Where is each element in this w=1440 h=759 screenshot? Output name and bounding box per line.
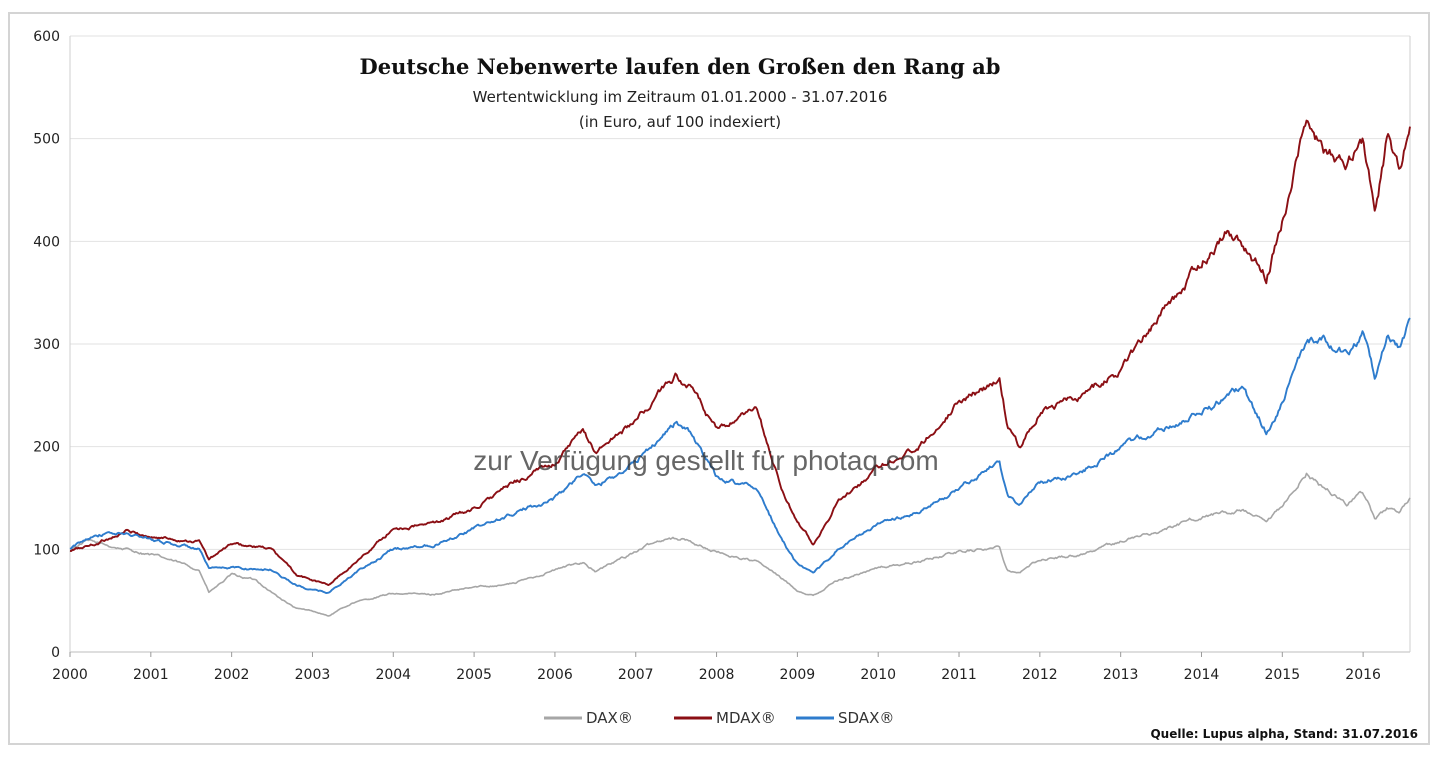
chart-title: Deutsche Nebenwerte laufen den Großen de… <box>360 54 1001 79</box>
x-tick-label: 2015 <box>1264 667 1300 683</box>
x-tick-label: 2007 <box>618 667 654 683</box>
x-tick-label: 2012 <box>1022 667 1058 683</box>
legend: DAX® MDAX® SDAX® <box>544 709 894 727</box>
series-line-sdax <box>69 317 1411 594</box>
x-tick-label: 2009 <box>780 667 816 683</box>
x-tick-label: 2006 <box>537 667 573 683</box>
legend-label: SDAX® <box>838 709 894 727</box>
y-tick-label: 300 <box>33 337 60 353</box>
x-tick-label: 2010 <box>860 667 896 683</box>
x-tick-label: 2011 <box>941 667 977 683</box>
y-axis-ticks: 0 100 200 300 400 500 600 <box>33 29 60 661</box>
series-line-mdax <box>69 119 1411 587</box>
watermark-text: zur Verfügung gestellt für photaq.com <box>473 445 938 476</box>
chart-subtitle: Wertentwicklung im Zeitraum 01.01.2000 -… <box>473 88 888 106</box>
legend-label: DAX® <box>586 709 633 727</box>
x-tick-label: 2004 <box>375 667 411 683</box>
y-tick-label: 400 <box>33 234 60 250</box>
chart-subtitle-units: (in Euro, auf 100 indexiert) <box>579 113 781 131</box>
series-line-dax <box>69 472 1411 617</box>
y-tick-label: 0 <box>51 645 60 661</box>
y-tick-label: 500 <box>33 132 60 148</box>
x-axis-ticks: 2000 2001 2002 2003 2004 2005 2006 2007 2008 2009… <box>52 652 1381 683</box>
x-tick-label: 2016 <box>1345 667 1381 683</box>
y-tick-label: 600 <box>33 29 60 45</box>
x-tick-label: 2002 <box>214 667 250 683</box>
grid-lines <box>69 35 1411 653</box>
x-tick-label: 2000 <box>52 667 88 683</box>
x-tick-label: 2003 <box>295 667 331 683</box>
x-tick-label: 2005 <box>456 667 492 683</box>
x-tick-label: 2014 <box>1184 667 1220 683</box>
chart-frame: 0 100 200 300 400 500 600 2000 2001 2002 2003 2004… <box>8 12 1430 745</box>
series-group <box>69 119 1411 617</box>
source-note: Quelle: Lupus alpha, Stand: 31.07.2016 <box>1150 727 1418 741</box>
y-tick-label: 100 <box>33 542 60 558</box>
x-tick-label: 2008 <box>699 667 735 683</box>
line-chart: 0 100 200 300 400 500 600 2000 2001 2002 2003 2004… <box>33 29 1418 741</box>
x-tick-label: 2013 <box>1103 667 1139 683</box>
y-tick-label: 200 <box>33 440 60 456</box>
x-tick-label: 2001 <box>133 667 169 683</box>
legend-label: MDAX® <box>716 709 776 727</box>
